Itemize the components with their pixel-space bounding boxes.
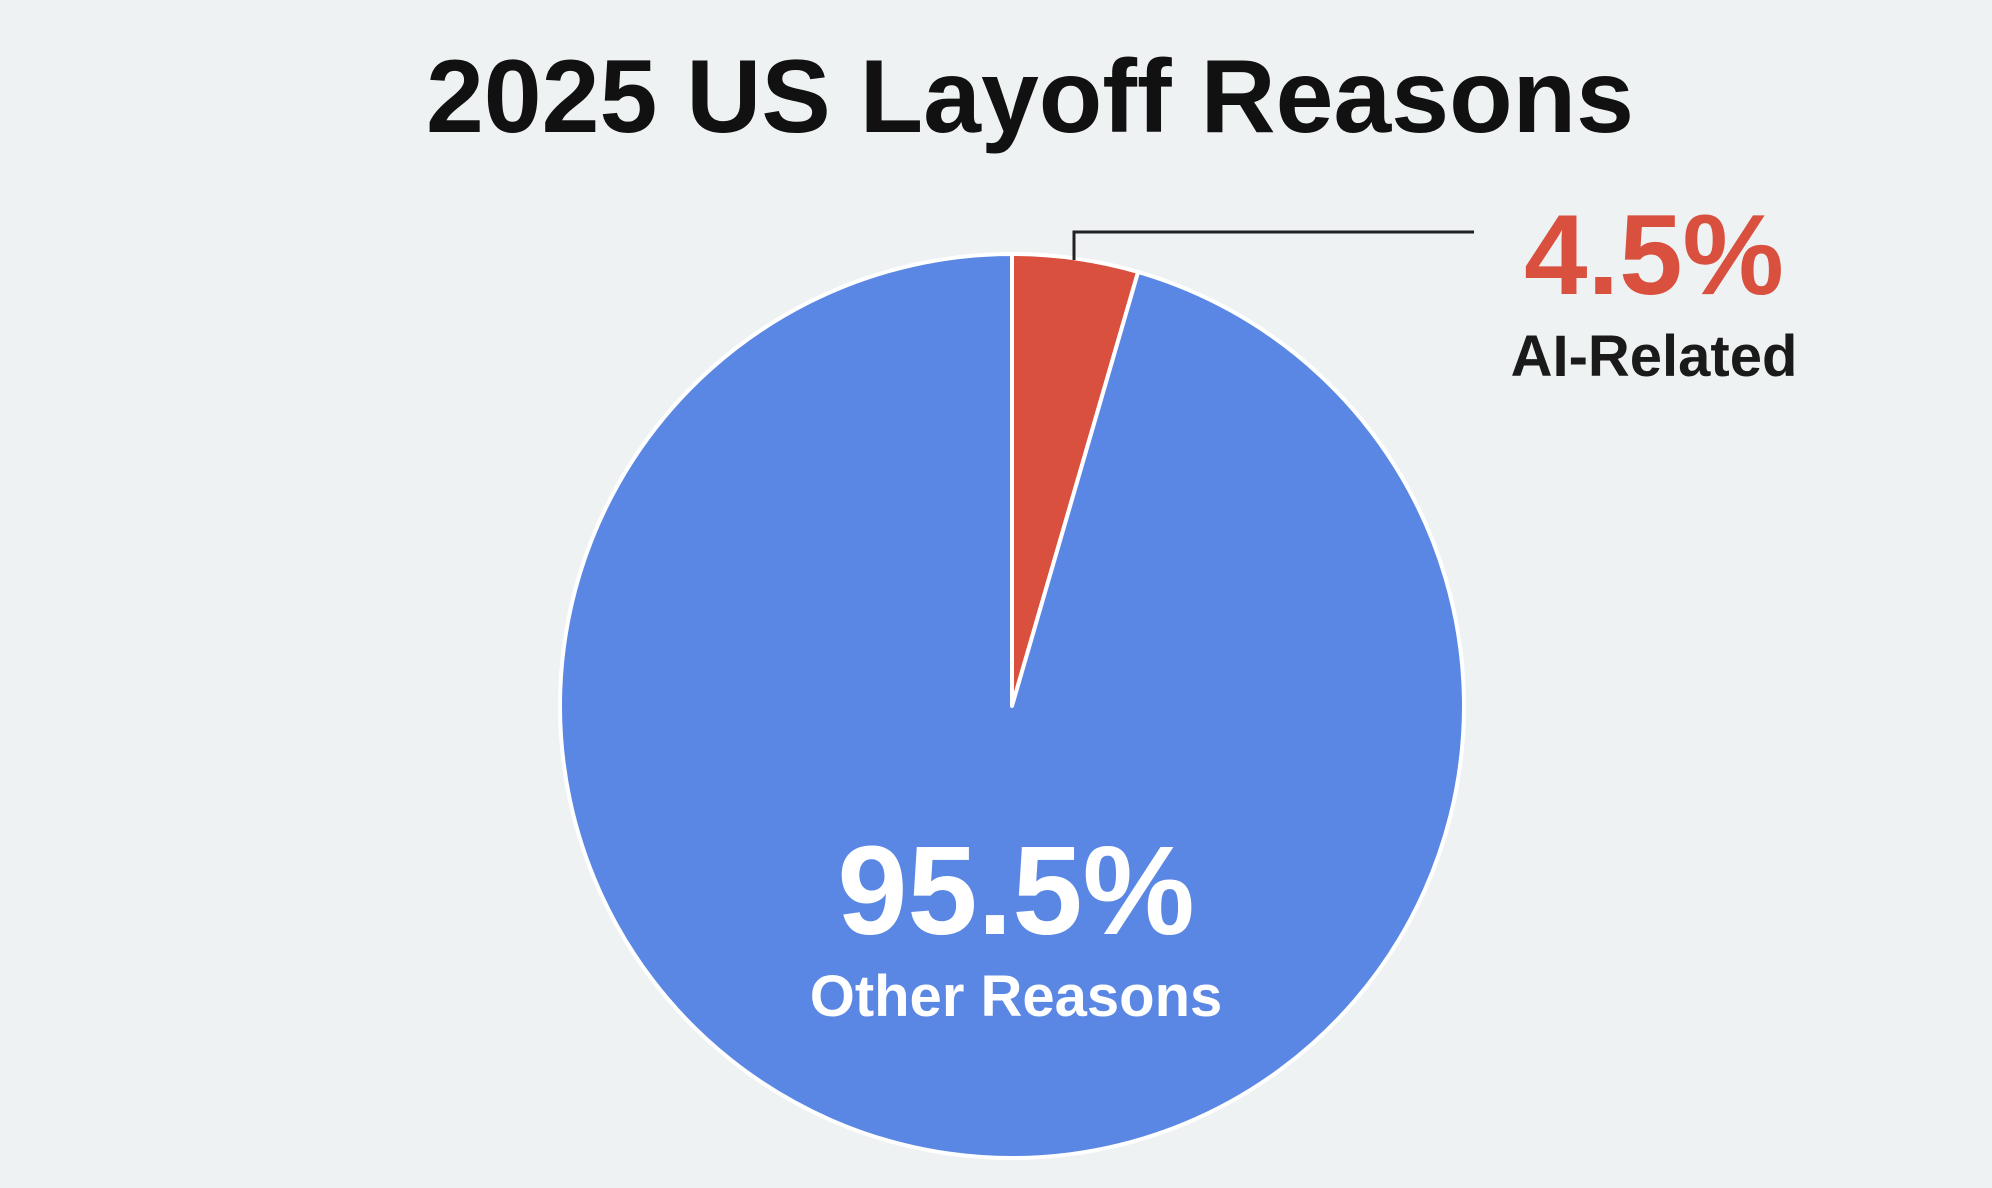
- other-reasons-category-label: Other Reasons: [810, 964, 1223, 1029]
- leader-line: [1072, 230, 1474, 260]
- pie-slice-other-reasons: [558, 252, 1466, 1160]
- ai-related-percent-label: 4.5%: [1524, 192, 1784, 319]
- ai-related-category-label: AI-Related: [1511, 324, 1798, 389]
- other-reasons-percent-label: 95.5%: [837, 820, 1194, 961]
- chart-title: 2025 US Layoff Reasons: [426, 39, 1634, 155]
- pie-labels: 4.5%AI-Related 95.5%Other Reasons: [810, 192, 1798, 1029]
- pie-slices: [558, 252, 1466, 1160]
